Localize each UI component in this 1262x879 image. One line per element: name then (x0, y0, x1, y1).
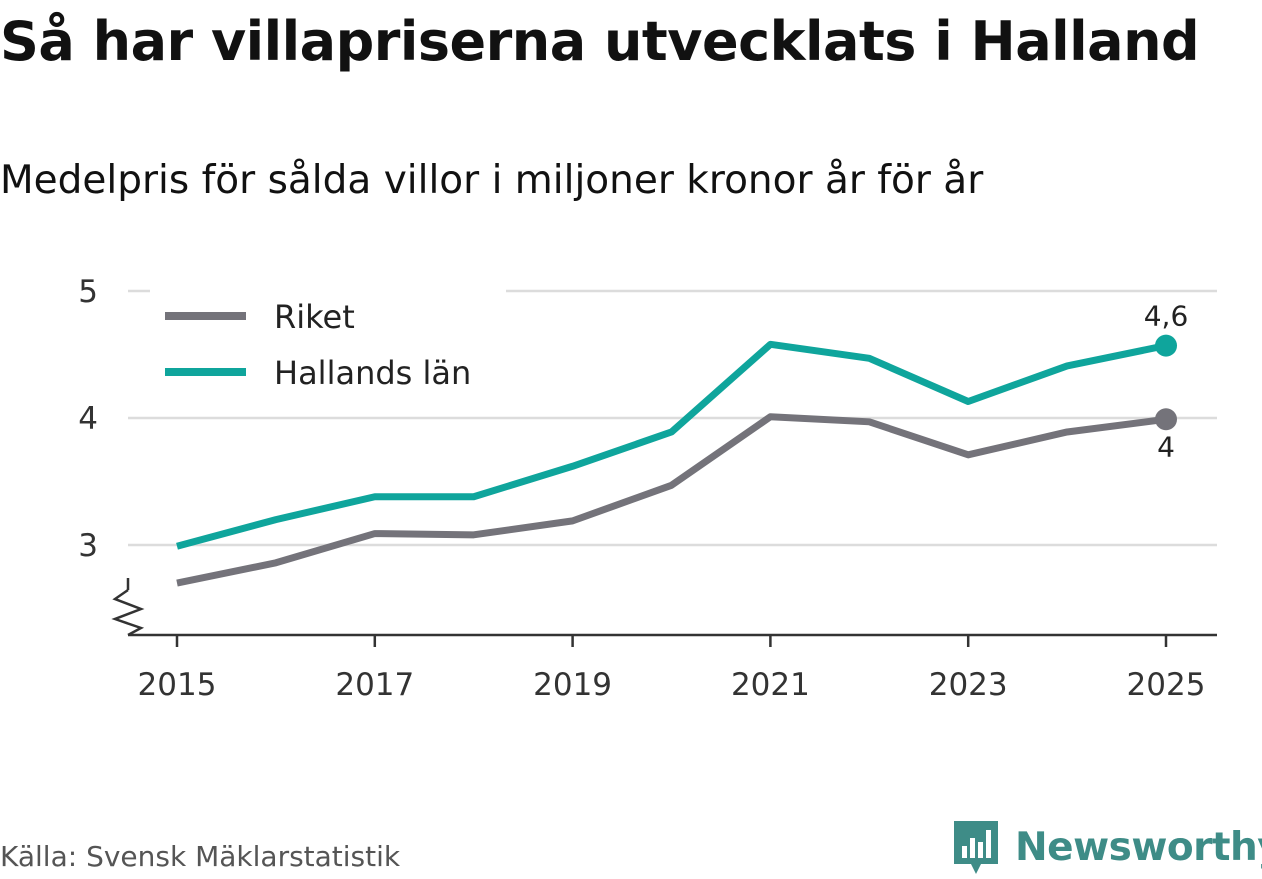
end-value-label: 4,6 (1144, 300, 1189, 333)
series-line-0 (176, 413, 1167, 587)
x-tick-label: 2019 (533, 667, 612, 703)
y-tick-label: 5 (78, 274, 98, 310)
brand-name: Newsworthy (1015, 824, 1262, 870)
x-tick-label: 2023 (929, 667, 1008, 703)
chart-subtitle: Medelpris för sålda villor i miljoner kr… (0, 158, 984, 203)
chart-title: Så har villapriserna utvecklats i Hallan… (0, 10, 1200, 73)
y-tick-label: 4 (78, 401, 98, 437)
axis-break-mark (111, 588, 145, 637)
line-chart: 3 4 5 2015 2017 2019 2021 2023 2025 Riket Halland… (78, 274, 1217, 703)
series-line-1 (176, 340, 1167, 550)
x-tick-label: 2021 (731, 667, 810, 703)
x-tick-label: 2025 (1127, 667, 1206, 703)
y-tick-label: 3 (78, 528, 98, 564)
end-point-marker (1155, 408, 1177, 431)
legend-box (150, 288, 506, 400)
legend-label: Hallands län (274, 354, 471, 392)
source-note: Källa: Svensk Mäklarstatistik (0, 840, 401, 873)
end-point-marker (1155, 334, 1177, 357)
legend-label: Riket (274, 298, 355, 336)
end-value-label: 4 (1157, 430, 1175, 463)
x-tick-label: 2015 (138, 667, 217, 703)
bar-chart-speech-bubble-icon (954, 821, 998, 874)
brand-logo: Newsworthy (951, 818, 1262, 876)
x-tick-label: 2017 (335, 667, 414, 703)
